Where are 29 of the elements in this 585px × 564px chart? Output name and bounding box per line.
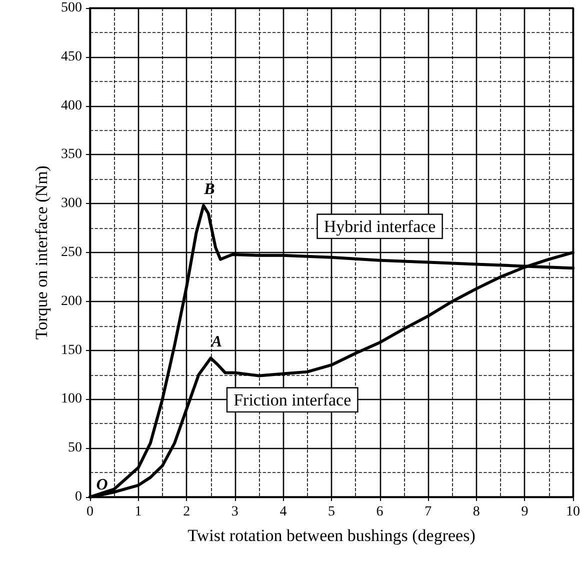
y-tick-label: 450 — [61, 49, 82, 64]
y-tick-label: 250 — [61, 245, 82, 260]
y-axis-title: Torque on interface (Nm) — [32, 166, 51, 340]
y-tick-label: 300 — [61, 196, 82, 212]
annotation: A — [210, 334, 222, 351]
x-tick-label: 1 — [134, 504, 142, 520]
x-tick-label: 10 — [566, 504, 580, 520]
annotation: O — [96, 476, 108, 494]
series-label: Hybrid interface — [324, 216, 436, 236]
x-tick-label: 8 — [472, 504, 480, 520]
x-axis-title: Twist rotation between bushings (degrees) — [188, 526, 476, 545]
y-tick-label: 100 — [61, 392, 82, 407]
y-tick-label: 350 — [61, 147, 82, 162]
x-tick-label: 4 — [280, 504, 287, 520]
series-label: Friction interface — [234, 390, 352, 410]
x-tick-label: 2 — [183, 504, 190, 520]
y-tick-label: 200 — [61, 294, 82, 309]
y-tick-label: 500 — [61, 0, 82, 16]
x-tick-label: 7 — [424, 504, 432, 520]
x-tick-label: 5 — [328, 504, 335, 520]
y-tick-label: 150 — [61, 342, 82, 358]
annotation: B — [203, 181, 216, 198]
x-tick-label: 3 — [231, 504, 238, 520]
x-tick-label: 0 — [86, 504, 94, 520]
x-tick-label: 6 — [376, 504, 384, 520]
y-tick-label: 400 — [61, 98, 82, 114]
x-tick-label: 9 — [521, 504, 528, 520]
y-tick-label: 0 — [75, 490, 82, 504]
y-tick-label: 50 — [68, 440, 82, 456]
